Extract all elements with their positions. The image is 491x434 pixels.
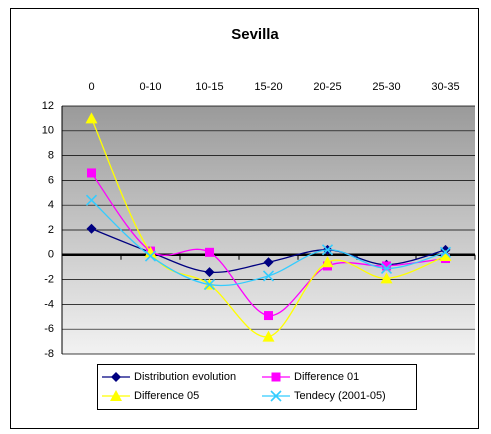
x-tick-label: 0: [88, 81, 94, 93]
y-tick-label: 2: [48, 224, 54, 236]
marker: [204, 267, 215, 278]
x-tick-label: 10-15: [195, 81, 223, 93]
marker: [110, 390, 122, 401]
x-tick-label: 0-10: [139, 81, 161, 93]
x-tick-label: 20-25: [313, 81, 341, 93]
x-tick-label: 30-35: [431, 81, 459, 93]
marker: [321, 256, 334, 268]
legend-label: Distribution evolution: [134, 371, 236, 383]
y-tick-label: 12: [42, 100, 54, 112]
marker: [203, 278, 216, 291]
y-tick-label: 0: [48, 249, 54, 261]
y-tick-label: -6: [44, 323, 54, 335]
x-tick-label: 25-30: [372, 81, 400, 93]
marker: [85, 194, 98, 206]
y-tick-label: -2: [44, 274, 54, 286]
x-tick-label: 15-20: [254, 81, 282, 93]
marker: [271, 372, 281, 382]
y-tick-label: 10: [42, 125, 54, 137]
marker: [144, 250, 157, 262]
marker: [86, 223, 97, 234]
marker: [439, 246, 452, 258]
y-tick-label: -4: [44, 298, 54, 310]
marker: [85, 112, 98, 124]
marker: [382, 261, 391, 271]
legend-box: [97, 364, 417, 410]
y-tick-label: 8: [48, 150, 54, 162]
marker: [321, 244, 334, 256]
marker: [380, 262, 393, 275]
marker: [87, 168, 96, 178]
marker: [439, 250, 452, 262]
marker: [264, 311, 273, 321]
legend-label: Difference 01: [294, 371, 359, 383]
marker: [270, 390, 282, 402]
chart-title: Sevilla: [231, 26, 279, 43]
marker: [111, 372, 121, 382]
marker: [262, 330, 275, 342]
y-tick-label: 6: [48, 174, 54, 186]
legend-label: Tendecy (2001-05): [294, 390, 386, 402]
y-tick-label: -8: [44, 348, 54, 360]
y-tick-label: 4: [48, 199, 54, 211]
marker: [262, 270, 275, 282]
marker: [263, 257, 274, 268]
legend-label: Difference 05: [134, 390, 199, 402]
marker: [380, 272, 393, 284]
marker: [440, 244, 451, 255]
marker: [205, 247, 214, 257]
